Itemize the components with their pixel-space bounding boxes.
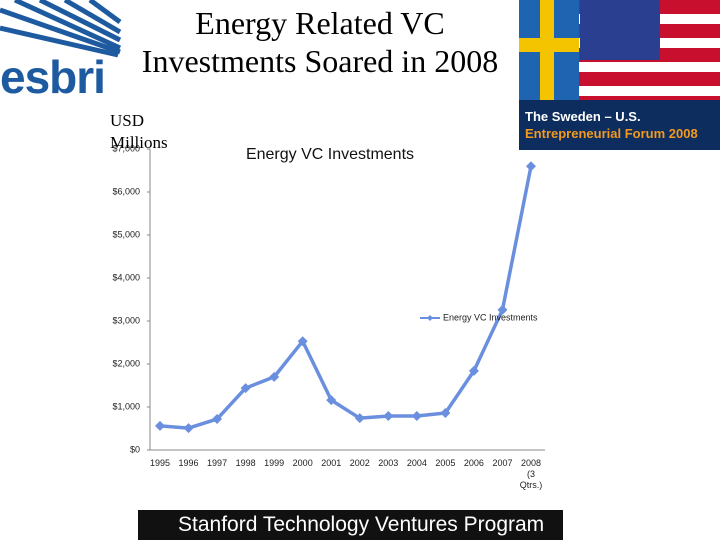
flag-image	[519, 0, 720, 100]
x-tick-label: 1997	[207, 458, 228, 468]
x-tick-label: 1998	[235, 458, 256, 468]
x-tick-label: 1999	[264, 458, 285, 468]
data-point	[212, 414, 223, 425]
x-tick-label: 2004	[406, 458, 427, 468]
data-point	[240, 383, 251, 394]
x-tick-label: 1996	[178, 458, 199, 468]
x-tick-label: 2008 (3 Qtrs.)	[519, 458, 543, 490]
data-point	[155, 420, 165, 431]
chart-title: Energy VC Investments	[245, 146, 415, 163]
banner: The Sweden – U.S. Entrepreneurial Forum …	[519, 100, 720, 150]
banner-line: Entrepreneurial Forum 2008	[525, 126, 698, 141]
data-point	[269, 371, 280, 382]
x-tick-label: 2003	[378, 458, 399, 468]
x-tick-label: 2002	[349, 458, 370, 468]
y-tick-label: $3,000	[112, 315, 140, 325]
slide-title: Energy Related VC Investments Soared in …	[141, 5, 499, 79]
x-tick-label: 2007	[492, 458, 513, 468]
y-tick-label: $4,000	[112, 272, 140, 282]
data-point	[326, 395, 337, 406]
banner-line: The Sweden – U.S.	[525, 109, 641, 124]
x-tick-label: 2000	[292, 458, 313, 468]
x-tick-label: 2005	[435, 458, 456, 468]
data-point	[440, 408, 451, 419]
data-point	[383, 411, 394, 422]
x-tick-label: 1995	[149, 458, 171, 468]
x-tick-label: 2006	[463, 458, 484, 468]
data-point	[497, 304, 508, 315]
y-tick-label: $6,000	[112, 186, 140, 196]
data-point	[468, 365, 479, 376]
y-axis-label: USD Millions	[110, 111, 168, 152]
data-point	[297, 336, 308, 347]
series-line	[159, 165, 533, 430]
data-point	[183, 423, 194, 434]
y-tick-label: $5,000	[112, 229, 140, 239]
x-tick-label: 2001	[321, 458, 342, 468]
y-tick-label: $7,000	[112, 143, 140, 153]
legend-marker	[427, 315, 433, 321]
y-tick-label: $2,000	[112, 358, 140, 368]
esbri-rays	[0, 0, 122, 58]
legend-label: Energy VC Investments	[443, 312, 538, 322]
y-tick-label: $1,000	[112, 401, 140, 411]
data-point	[354, 413, 365, 424]
footer: Stanford Technology Ventures Program	[138, 510, 563, 540]
axes	[149, 149, 545, 451]
data-point	[411, 411, 422, 422]
data-point	[526, 161, 536, 172]
esbri-logo: esbri	[0, 51, 106, 103]
y-tick-label: $0	[130, 444, 140, 454]
